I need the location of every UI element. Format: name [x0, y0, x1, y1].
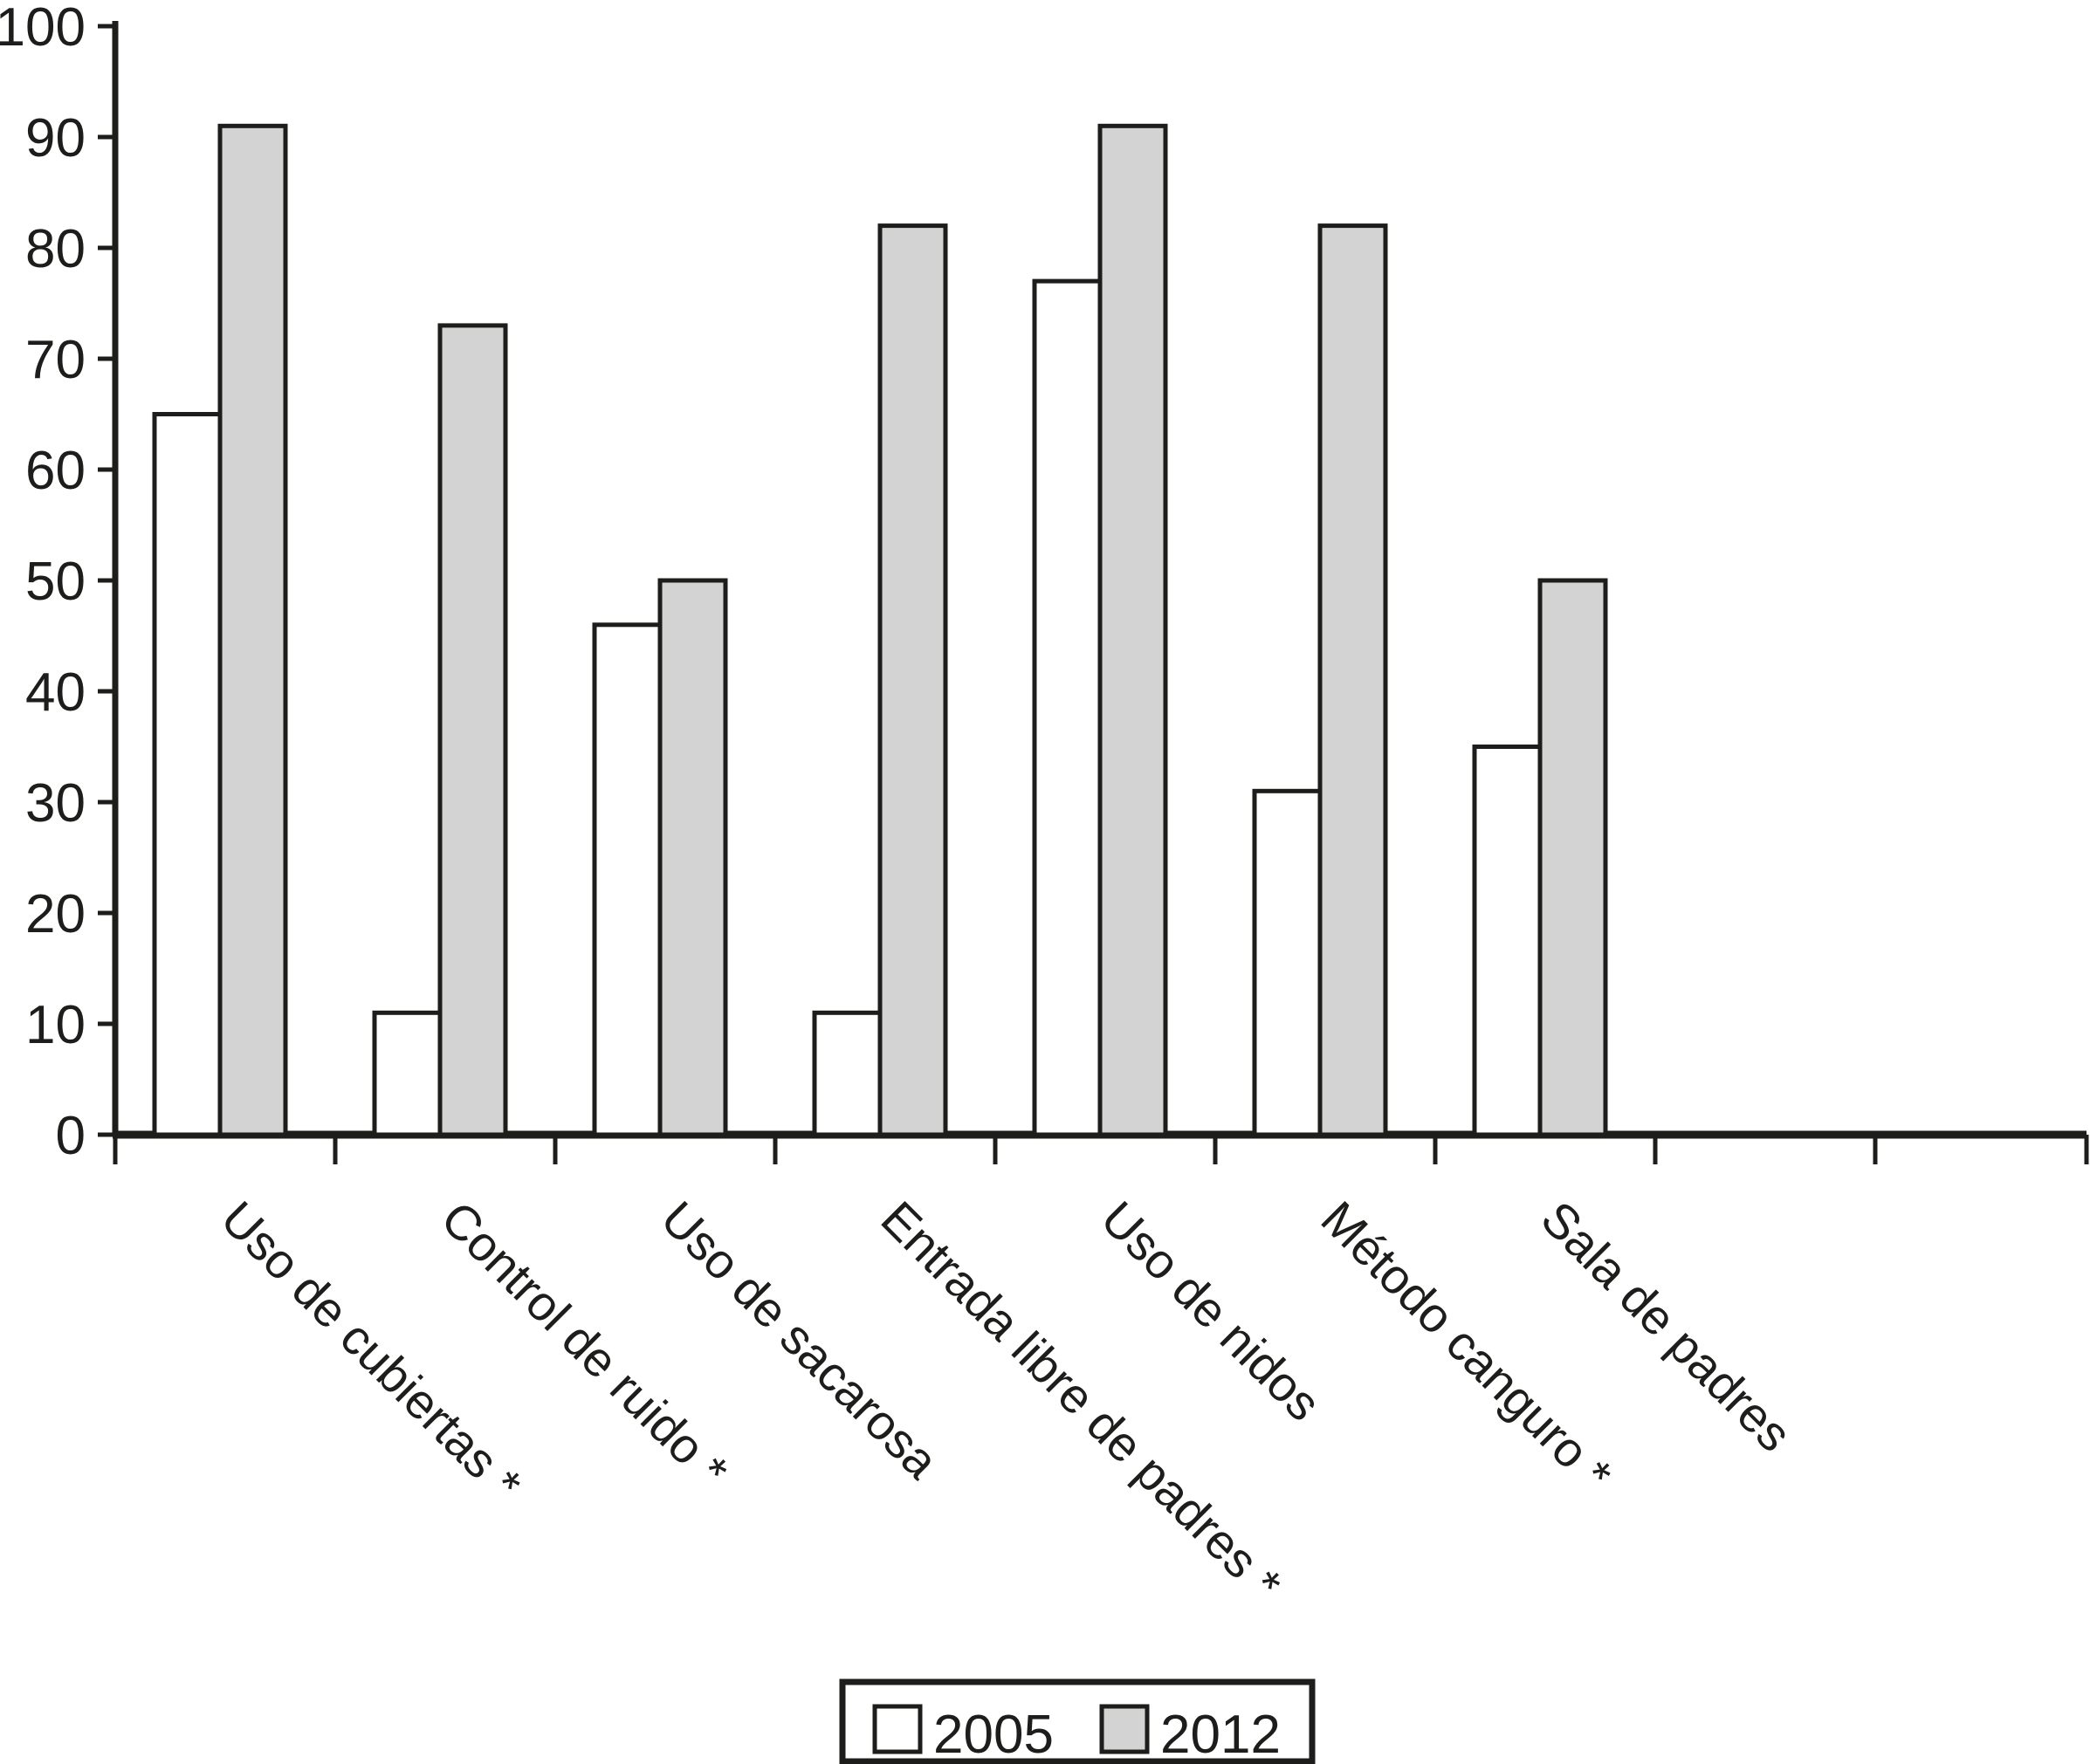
bar-2005-uso-de-cubiertas: [152, 412, 223, 1137]
category-label-uso-de-nidos: Uso de nidos: [1091, 1191, 1332, 1431]
y-axis-tick-label: 0: [56, 1106, 86, 1166]
bar-2012-sala-de-padres: [1537, 578, 1608, 1137]
y-axis-tick-label: 90: [25, 108, 86, 168]
y-axis-tick-label: 10: [25, 995, 86, 1055]
bar-2012-entrada-libre-de-padres: [877, 223, 948, 1137]
legend-swatch-2005: [872, 1704, 923, 1754]
bar-2005-uso-de-sacarosa: [592, 622, 663, 1137]
bar-2012-uso-de-nidos: [1097, 123, 1168, 1137]
y-axis-tick-label: 60: [25, 441, 86, 501]
y-axis-tick-label: 100: [0, 0, 86, 58]
y-axis-tick-label: 50: [25, 552, 86, 612]
legend-swatch-2012: [1099, 1704, 1150, 1754]
legend-label-2005: 2005: [933, 1705, 1054, 1764]
category-label-entrada-libre-de-padres: Entrada libre de padres *: [871, 1191, 1293, 1612]
bar-2005-sala-de-padres: [1472, 745, 1543, 1137]
bar-2005-control-de-ruido: [372, 1010, 443, 1137]
y-axis-tick-label: 40: [25, 662, 86, 723]
y-axis-tick-label: 30: [25, 773, 86, 834]
y-axis-tick-label: 20: [25, 884, 86, 944]
bar-2012-uso-de-sacarosa: [657, 578, 728, 1137]
legend-label-2012: 2012: [1160, 1705, 1281, 1764]
bar-2012-m-todo-canguro: [1317, 223, 1388, 1137]
bar-2005-uso-de-nidos: [1032, 278, 1103, 1137]
bar-2012-uso-de-cubiertas: [217, 123, 288, 1137]
bar-2005-entrada-libre-de-padres: [812, 1010, 883, 1137]
bar-2012-control-de-ruido: [437, 323, 508, 1137]
bar-2005-m-todo-canguro: [1252, 788, 1323, 1137]
y-axis-tick-label: 70: [25, 330, 86, 390]
y-axis-tick-label: 80: [25, 219, 86, 279]
